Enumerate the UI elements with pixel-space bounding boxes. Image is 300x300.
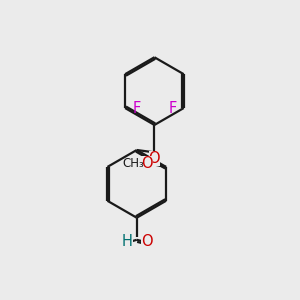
Text: F: F [168, 100, 177, 116]
Text: O: O [141, 157, 153, 172]
Text: O: O [148, 151, 160, 166]
Text: CH₃: CH₃ [122, 158, 144, 170]
Text: F: F [132, 100, 140, 116]
Text: O: O [141, 234, 153, 249]
Text: H: H [122, 234, 133, 249]
